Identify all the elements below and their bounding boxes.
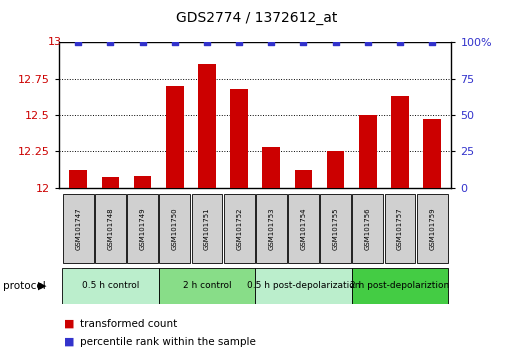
Text: GSM101759: GSM101759 — [429, 207, 435, 250]
Text: ▶: ▶ — [38, 281, 47, 291]
Text: percentile rank within the sample: percentile rank within the sample — [80, 337, 255, 347]
Text: GSM101748: GSM101748 — [107, 207, 113, 250]
Text: 0.5 h post-depolarization: 0.5 h post-depolarization — [247, 281, 360, 290]
FancyBboxPatch shape — [385, 194, 416, 263]
FancyBboxPatch shape — [63, 194, 94, 263]
FancyBboxPatch shape — [95, 194, 126, 263]
Point — [331, 40, 340, 45]
Point — [396, 40, 404, 45]
Bar — [69, 170, 87, 188]
Text: 0.5 h control: 0.5 h control — [82, 281, 139, 290]
Point — [74, 40, 83, 45]
Bar — [102, 177, 120, 188]
Text: GSM101751: GSM101751 — [204, 207, 210, 250]
Bar — [423, 119, 441, 188]
Text: 2 h post-depolariztion: 2 h post-depolariztion — [350, 281, 449, 290]
Bar — [134, 176, 151, 188]
Text: 2 h control: 2 h control — [183, 281, 231, 290]
FancyBboxPatch shape — [320, 194, 351, 263]
Point — [235, 40, 243, 45]
FancyBboxPatch shape — [352, 268, 448, 304]
Text: GSM101757: GSM101757 — [397, 207, 403, 250]
Text: GSM101752: GSM101752 — [236, 207, 242, 250]
Point — [106, 40, 114, 45]
Bar — [294, 170, 312, 188]
FancyBboxPatch shape — [352, 194, 383, 263]
FancyBboxPatch shape — [160, 194, 190, 263]
Bar — [327, 151, 345, 188]
FancyBboxPatch shape — [417, 194, 447, 263]
Point — [139, 40, 147, 45]
FancyBboxPatch shape — [224, 194, 254, 263]
Text: ■: ■ — [64, 337, 74, 347]
Text: GSM101747: GSM101747 — [75, 207, 81, 250]
Text: ■: ■ — [64, 319, 74, 329]
Bar — [198, 64, 216, 188]
Text: 13: 13 — [48, 38, 62, 47]
FancyBboxPatch shape — [288, 194, 319, 263]
FancyBboxPatch shape — [255, 268, 352, 304]
Text: GSM101756: GSM101756 — [365, 207, 371, 250]
Point — [364, 40, 372, 45]
Text: GSM101753: GSM101753 — [268, 207, 274, 250]
Point — [171, 40, 179, 45]
Bar — [230, 89, 248, 188]
Bar — [166, 86, 184, 188]
Text: protocol: protocol — [3, 281, 45, 291]
Text: GSM101750: GSM101750 — [172, 207, 178, 250]
FancyBboxPatch shape — [256, 194, 287, 263]
Point — [428, 40, 436, 45]
Point — [267, 40, 275, 45]
Bar — [391, 96, 409, 188]
Bar — [263, 147, 280, 188]
FancyBboxPatch shape — [62, 268, 159, 304]
Text: transformed count: transformed count — [80, 319, 177, 329]
Point — [300, 40, 308, 45]
Bar — [359, 115, 377, 188]
Text: GSM101749: GSM101749 — [140, 207, 146, 250]
Text: GSM101755: GSM101755 — [332, 207, 339, 250]
FancyBboxPatch shape — [159, 268, 255, 304]
FancyBboxPatch shape — [191, 194, 223, 263]
Text: GSM101754: GSM101754 — [301, 207, 306, 250]
Point — [203, 40, 211, 45]
FancyBboxPatch shape — [127, 194, 158, 263]
Text: GDS2774 / 1372612_at: GDS2774 / 1372612_at — [176, 11, 337, 25]
